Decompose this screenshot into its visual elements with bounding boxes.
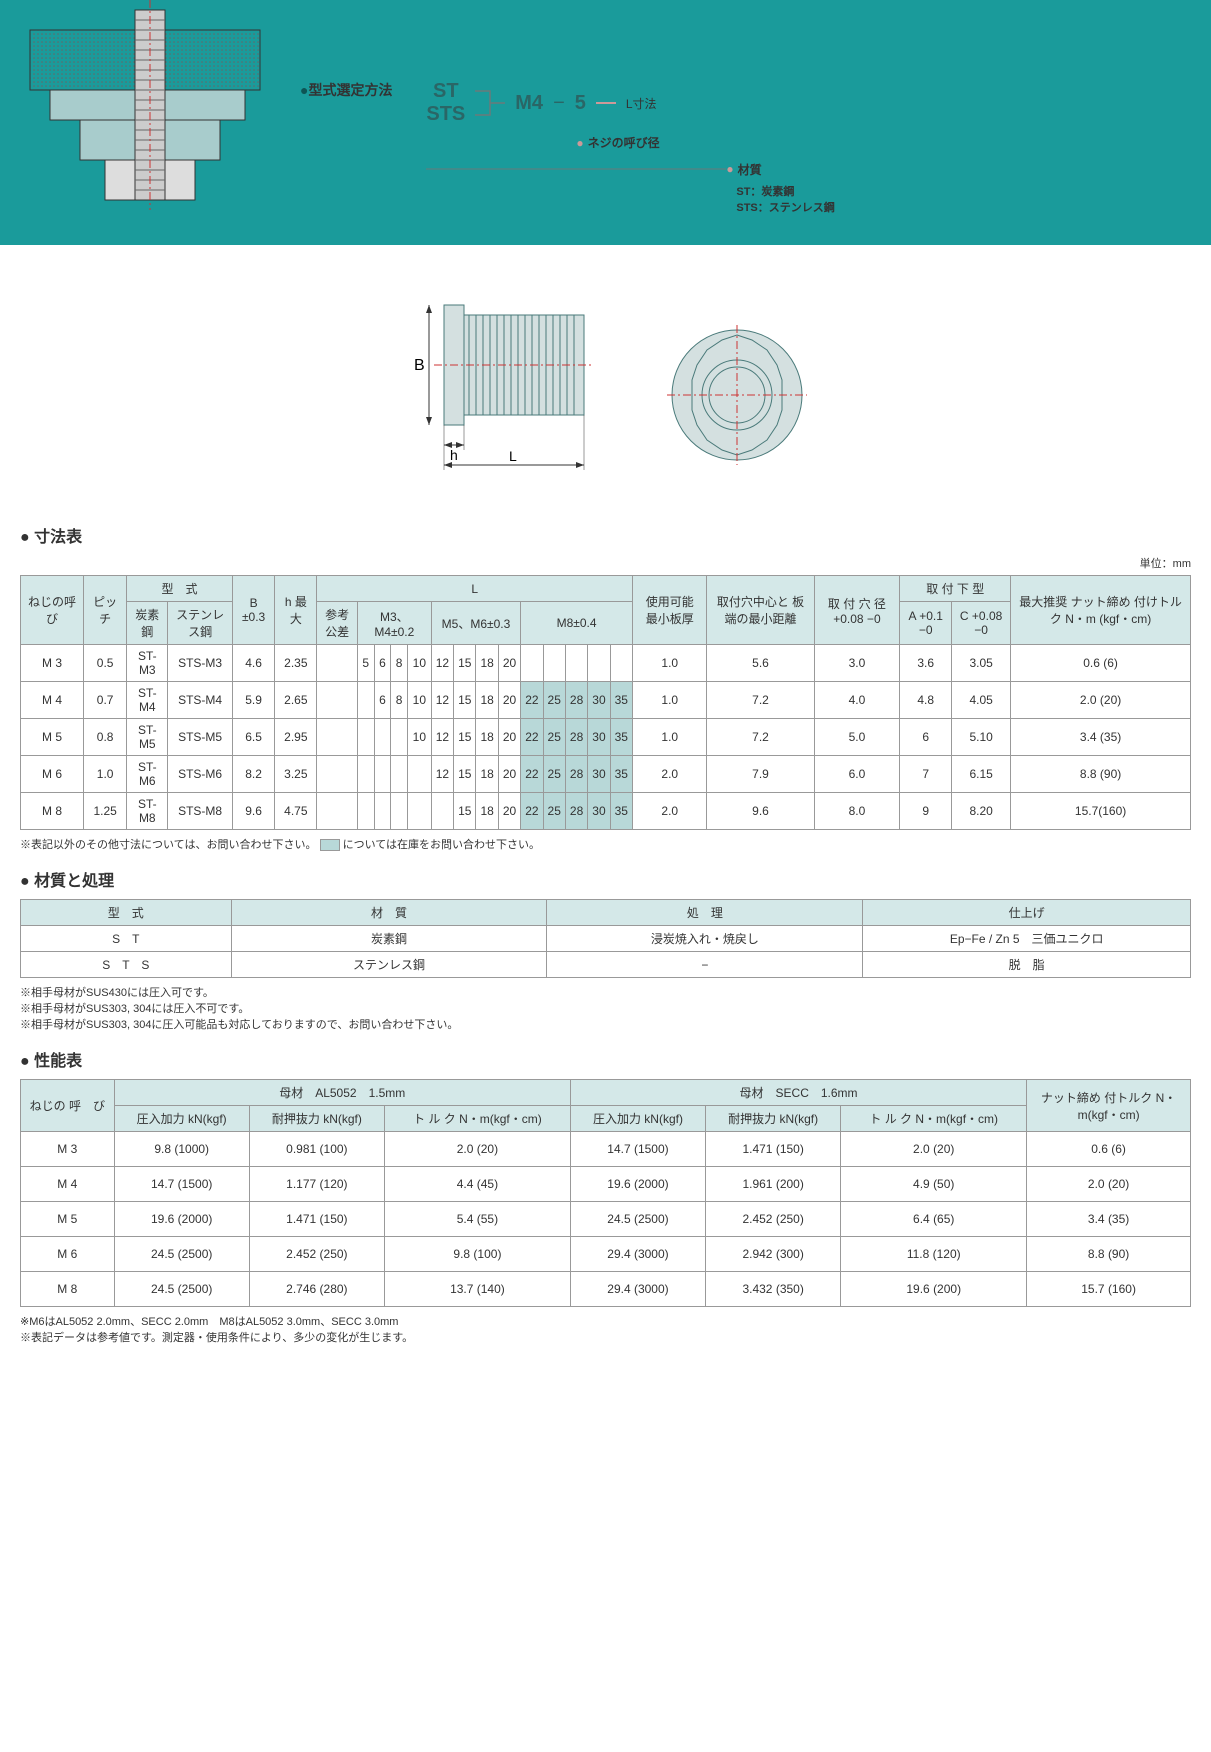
table-row: M 50.8ST-M5STS-M56.52.951012151820222528… — [21, 719, 1191, 756]
unit-label: 単位：mm — [0, 555, 1211, 571]
mat-section-title: 材質と処理 — [20, 867, 1191, 891]
st-code: ST — [433, 80, 459, 103]
diagram-section: B h L — [0, 245, 1211, 508]
table-row: S T Sステンレス鋼−脱 脂 — [21, 952, 1191, 978]
mat-notes: ※相手母材がSUS430には圧入可です。※相手母材がSUS303, 304には圧… — [20, 984, 1191, 1032]
table-row: M 824.5 (2500)2.746 (280)13.7 (140)29.4 … — [21, 1272, 1191, 1307]
model-selection-panel: ●型式選定方法 ST STS M4 − 5 L寸法 ●ネジの呼び径 ●材質 — [300, 80, 835, 215]
dim-table-header: ねじの呼 び ピッチ 型 式 B ±0.3 h 最大 L 使用可能 最小板厚 取… — [21, 576, 1191, 645]
cross-section-diagram — [20, 0, 270, 210]
table-row: M 61.0ST-M6STS-M68.23.251215182022252830… — [21, 756, 1191, 793]
thread-dia-label: ●ネジの呼び径 — [576, 134, 659, 151]
dimension-table: ねじの呼 び ピッチ 型 式 B ±0.3 h 最大 L 使用可能 最小板厚 取… — [20, 575, 1191, 830]
material-label: ●材質 — [726, 161, 761, 178]
l-dimension-label: L寸法 — [626, 95, 657, 112]
sts-desc: STS：ステンレス鋼 — [736, 199, 834, 215]
svg-text:h: h — [450, 447, 458, 463]
five-code: 5 — [575, 92, 586, 115]
perf-notes: ※M6はAL5052 2.0mm、SECC 2.0mm M8はAL5052 3.… — [20, 1313, 1191, 1345]
sts-code: STS — [426, 103, 465, 126]
m4-code: M4 — [515, 92, 543, 115]
selection-label: ●型式選定方法 — [300, 80, 392, 100]
table-row: M 39.8 (1000)0.981 (100)2.0 (20)14.7 (15… — [21, 1132, 1191, 1167]
table-row: M 81.25ST-M8STS-M89.64.75151820222528303… — [21, 793, 1191, 830]
table-row: M 40.7ST-M4STS-M45.92.656810121518202225… — [21, 682, 1191, 719]
table-row: M 30.5ST-M3STS-M34.62.3556810121518201.0… — [21, 645, 1191, 682]
table-row: S T炭素鋼浸炭焼入れ・焼戻しEp−Fe / Zn 5 三価ユニクロ — [21, 926, 1191, 952]
stud-side-view: B h L — [394, 275, 614, 475]
material-table: 型 式 材 質 処 理 仕上げ S T炭素鋼浸炭焼入れ・焼戻しEp−Fe / Z… — [20, 899, 1191, 978]
dash: − — [553, 92, 565, 115]
stud-front-view — [657, 315, 817, 475]
dim-note: ※表記以外のその他寸法については、お問い合わせ下さい。 については在庫をお問い合… — [20, 836, 1191, 852]
svg-text:B: B — [414, 357, 425, 374]
st-desc: ST：炭素鋼 — [736, 183, 834, 199]
perf-section-title: 性能表 — [20, 1047, 1191, 1071]
table-row: M 624.5 (2500)2.452 (250)9.8 (100)29.4 (… — [21, 1237, 1191, 1272]
header-block: ●型式選定方法 ST STS M4 − 5 L寸法 ●ネジの呼び径 ●材質 — [0, 0, 1211, 245]
svg-text:L: L — [509, 448, 517, 464]
table-row: M 519.6 (2000)1.471 (150)5.4 (55)24.5 (2… — [21, 1202, 1191, 1237]
dim-section-title: 寸法表 — [20, 523, 1191, 547]
shaded-swatch — [320, 839, 340, 851]
performance-table: ねじの 呼 び 母材 AL5052 1.5mm 母材 SECC 1.6mm ナッ… — [20, 1079, 1191, 1307]
table-row: M 414.7 (1500)1.177 (120)4.4 (45)19.6 (2… — [21, 1167, 1191, 1202]
